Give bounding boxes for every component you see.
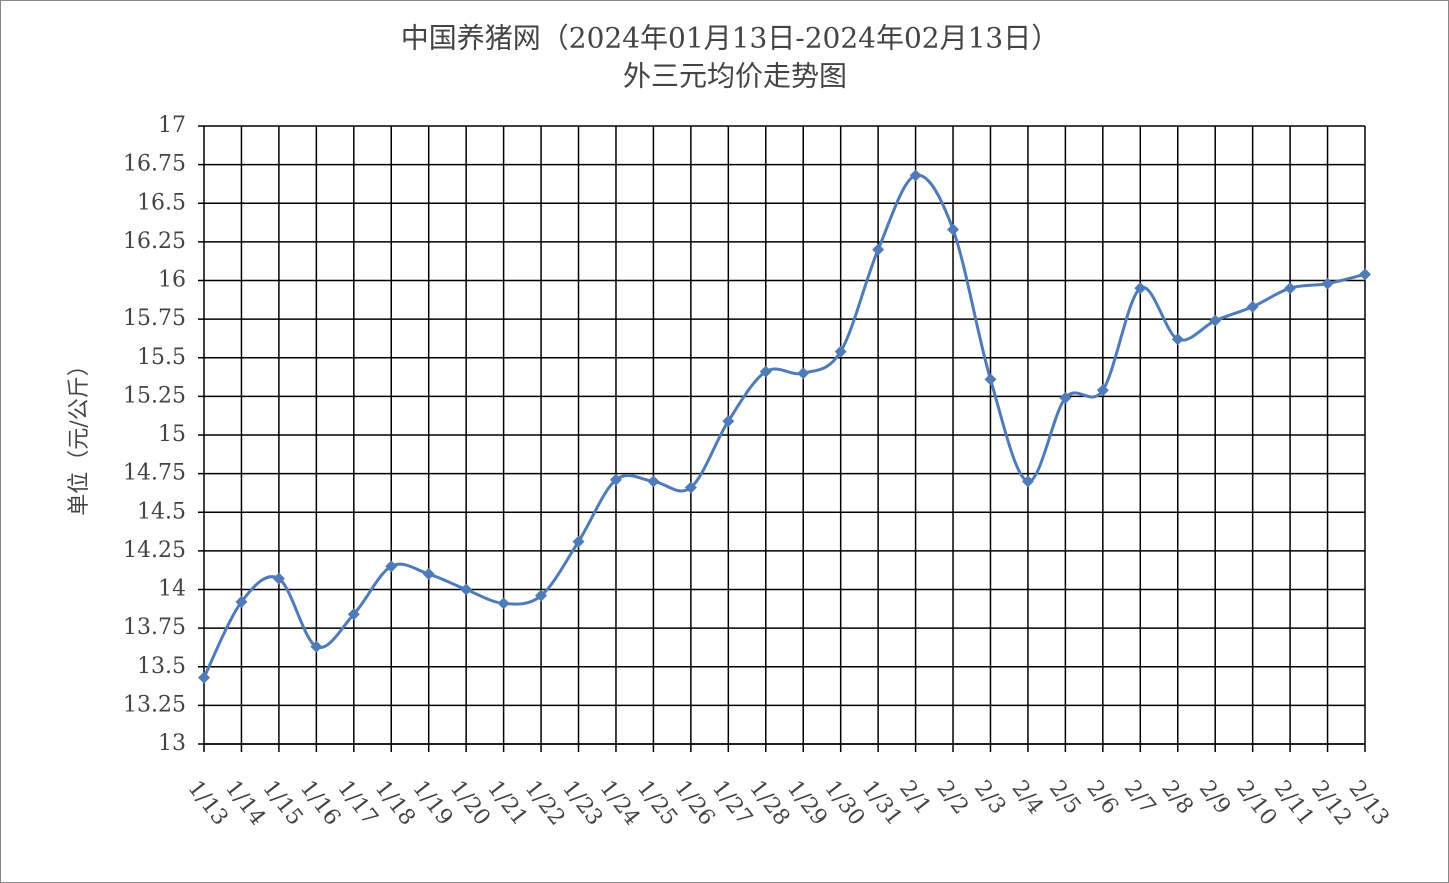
y-tick-label: 14.75 bbox=[123, 461, 186, 486]
marker bbox=[759, 365, 772, 378]
marker bbox=[385, 560, 398, 573]
chart-title: 外三元均价走势图 bbox=[623, 60, 847, 93]
marker bbox=[310, 640, 323, 653]
marker bbox=[909, 169, 922, 182]
marker bbox=[872, 243, 885, 256]
y-axis-label: 单位（元/公斤） bbox=[67, 354, 92, 515]
y-tick-label: 16 bbox=[158, 268, 186, 293]
marker bbox=[1359, 268, 1371, 281]
marker bbox=[797, 367, 810, 380]
y-tick-label: 16.5 bbox=[137, 190, 186, 215]
marker bbox=[198, 671, 210, 684]
y-tick-label: 13 bbox=[158, 731, 186, 756]
chart-title: 中国养猪网（2024年01月13日-2024年02月13日） bbox=[401, 22, 1060, 55]
marker bbox=[1059, 391, 1072, 404]
marker bbox=[1096, 384, 1109, 397]
y-tick-label: 15 bbox=[158, 422, 186, 447]
marker bbox=[947, 223, 960, 236]
marker bbox=[235, 595, 248, 608]
marker bbox=[1171, 333, 1184, 346]
y-tick-label: 14.25 bbox=[123, 538, 186, 563]
y-tick-label: 13.5 bbox=[137, 654, 186, 679]
marker bbox=[572, 535, 585, 548]
marker bbox=[647, 475, 660, 488]
marker bbox=[609, 473, 622, 486]
marker bbox=[1134, 282, 1147, 295]
marker bbox=[1321, 277, 1334, 290]
y-tick-label: 16.75 bbox=[123, 152, 186, 177]
marker bbox=[422, 568, 435, 581]
y-tick-label: 16.25 bbox=[123, 229, 186, 254]
marker bbox=[984, 373, 997, 386]
marker bbox=[460, 583, 473, 596]
y-tick-label: 14 bbox=[158, 577, 186, 602]
marker bbox=[497, 597, 510, 610]
y-tick-label: 15.25 bbox=[123, 383, 186, 408]
marker bbox=[834, 345, 847, 358]
marker bbox=[1209, 314, 1222, 327]
marker bbox=[347, 608, 360, 621]
marker bbox=[1021, 475, 1034, 488]
line bbox=[202, 173, 1366, 679]
marker bbox=[1246, 300, 1259, 313]
y-tick-label: 17 bbox=[158, 113, 186, 138]
y-tick-label: 15.75 bbox=[123, 306, 186, 331]
marker bbox=[272, 572, 285, 585]
marker bbox=[535, 589, 548, 602]
y-tick-label: 13.25 bbox=[123, 692, 186, 717]
y-tick-label: 15.5 bbox=[137, 345, 186, 370]
marker bbox=[1284, 282, 1297, 295]
marker bbox=[722, 415, 735, 428]
marker bbox=[684, 481, 697, 494]
y-tick-label: 13.75 bbox=[123, 615, 186, 640]
y-tick-label: 14.5 bbox=[137, 499, 186, 524]
